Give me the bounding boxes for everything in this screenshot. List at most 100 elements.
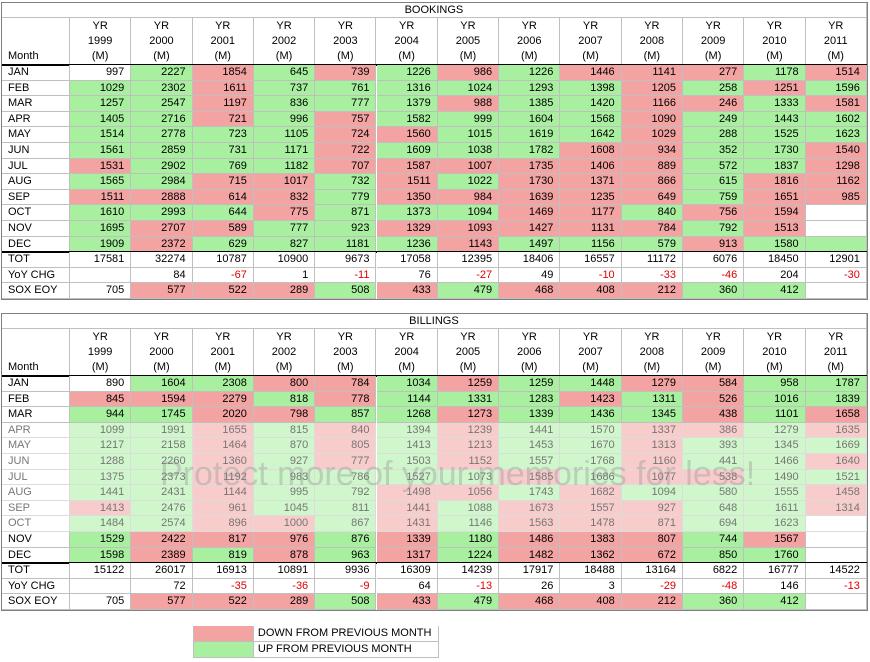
value-cell: 786	[315, 469, 377, 486]
value-cell: 1420	[560, 96, 622, 112]
value-cell: 1567	[744, 532, 806, 548]
value-cell: 1498	[376, 485, 438, 501]
value-cell: 1585	[499, 469, 561, 486]
value-cell: 1394	[376, 422, 438, 439]
value-cell: 731	[192, 143, 254, 159]
value-cell: 1279	[744, 422, 806, 439]
legend-label: DOWN FROM PREVIOUS MONTH	[253, 626, 440, 642]
value-cell: 2859	[131, 143, 193, 159]
row-label: AUG	[2, 174, 70, 190]
year-header: YR 2006 (M)	[499, 18, 561, 65]
value-cell: 1413	[376, 438, 438, 454]
value-cell: 26017	[131, 563, 193, 579]
value-cell: 1146	[437, 516, 500, 532]
value-cell: 779	[315, 189, 377, 206]
header-line: (M)	[91, 361, 109, 373]
value-cell: 1235	[560, 189, 622, 206]
header-line: YR	[644, 331, 660, 343]
value-cell: 840	[621, 205, 683, 221]
header-line: YR	[92, 331, 108, 343]
value-cell: 850	[683, 547, 745, 564]
value-cell: 1000	[253, 516, 316, 532]
value-cell: 18406	[499, 252, 561, 268]
value-cell: 352	[683, 143, 745, 159]
value-cell: 944	[70, 407, 132, 423]
header-line: YR	[582, 331, 599, 343]
header-line: YR	[337, 331, 353, 343]
value-cell: 1782	[499, 143, 561, 159]
value-cell: 805	[315, 438, 377, 454]
value-cell: 1094	[437, 205, 500, 221]
value-cell: 2279	[192, 391, 254, 408]
value-cell: 76	[376, 267, 438, 284]
row-label: SOX EOY	[2, 283, 70, 299]
header-line: YR	[705, 331, 721, 343]
header-line: 2011	[823, 346, 848, 358]
value-cell: 1527	[376, 469, 438, 486]
value-cell: 1639	[499, 189, 561, 206]
row-label: DEC	[2, 547, 70, 564]
row-label: NOV	[2, 221, 70, 237]
value-cell: 64	[376, 578, 438, 595]
value-cell: 1015	[437, 127, 500, 143]
value-cell: 1141	[621, 65, 683, 81]
value-cell: 1350	[376, 189, 438, 206]
row-label: JUL	[2, 158, 70, 175]
value-cell: 923	[315, 221, 377, 237]
value-cell: 1453	[499, 438, 561, 454]
value-cell: 1268	[376, 407, 438, 423]
value-cell: 1580	[744, 236, 806, 253]
value-cell: 2707	[131, 221, 193, 237]
year-header: YR 2003 (M)	[315, 329, 377, 376]
value-cell: 996	[253, 111, 316, 128]
header-line: YR	[276, 331, 292, 343]
value-cell: 1413	[70, 500, 132, 517]
row-label: YoY CHG	[2, 267, 70, 284]
value-cell: 2778	[131, 127, 193, 143]
value-cell: 1099	[70, 422, 132, 439]
value-cell: 289	[253, 594, 316, 610]
value-cell: 836	[253, 96, 316, 112]
value-cell: 1056	[437, 485, 500, 501]
value-cell: -9	[315, 578, 377, 595]
value-cell: 1909	[70, 236, 132, 253]
value-cell: 479	[437, 283, 500, 299]
value-cell: 9936	[315, 563, 377, 579]
value-cell: 1007	[437, 158, 500, 175]
value-cell: 1298	[805, 158, 867, 175]
value-cell: 1345	[744, 438, 806, 454]
value-cell: 1045	[253, 500, 316, 517]
row-label: JAN	[2, 376, 70, 392]
value-cell: 12395	[437, 252, 500, 268]
year-header: YR 2011 (M)	[805, 329, 867, 376]
value-cell: 732	[315, 174, 377, 190]
value-cell: 1458	[805, 485, 867, 501]
value-cell: 1651	[744, 189, 806, 206]
header-line: 2009	[700, 346, 726, 358]
value-cell: 1385	[499, 96, 561, 112]
value-cell: 1143	[437, 236, 500, 253]
value-cell	[70, 578, 132, 595]
header-line: YR	[521, 331, 537, 343]
header-line: (M)	[520, 361, 538, 373]
value-cell: 508	[315, 283, 377, 299]
value-cell: -46	[683, 267, 745, 284]
value-cell: 890	[70, 376, 132, 392]
value-cell: 1839	[805, 391, 867, 408]
value-cell: 1695	[70, 221, 132, 237]
value-cell: 2020	[192, 407, 254, 423]
value-cell: 878	[253, 547, 316, 564]
header-line: (M)	[704, 50, 722, 62]
value-cell: 815	[253, 422, 316, 439]
value-cell: 1604	[499, 111, 561, 128]
year-header: YR 2002 (M)	[253, 329, 316, 376]
value-cell: 705	[70, 283, 132, 299]
value-cell: 645	[253, 65, 316, 81]
header-line: (M)	[766, 361, 783, 373]
value-cell: 997	[70, 65, 132, 81]
value-cell: 246	[683, 96, 745, 112]
value-cell: 1486	[499, 532, 561, 548]
header-line: YR	[215, 331, 231, 343]
value-cell: 1259	[437, 376, 500, 392]
value-cell: 1560	[376, 127, 438, 143]
